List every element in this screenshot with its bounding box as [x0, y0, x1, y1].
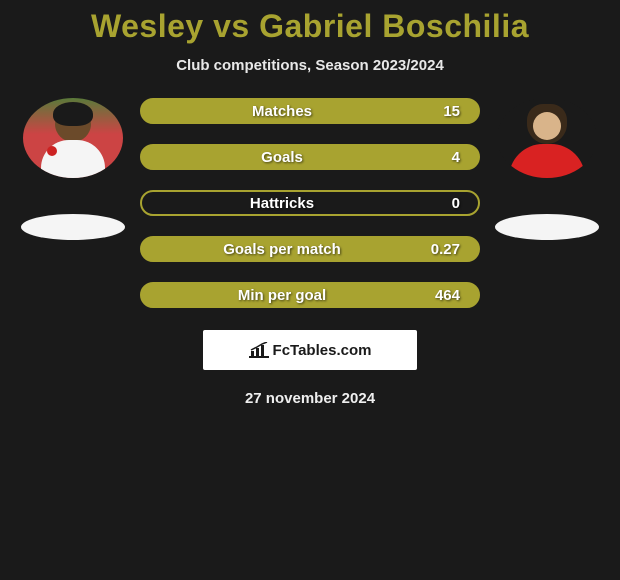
page-title: Wesley vs Gabriel Boschilia: [0, 8, 620, 45]
stat-label: Matches: [142, 103, 422, 120]
subtitle: Club competitions, Season 2023/2024: [0, 57, 620, 74]
player-left-torso: [41, 140, 105, 178]
stat-bar-goals: Goals4: [140, 144, 480, 170]
main-row: Matches15 Goals4 Hattricks0 Goals per match…: [0, 98, 620, 308]
player-left-shadow: [21, 214, 125, 240]
stat-value: 0.27: [422, 241, 460, 258]
comparison-card: Wesley vs Gabriel Boschilia Club competi…: [0, 0, 620, 580]
player-right-avatar: [497, 98, 597, 178]
stat-value: 15: [422, 103, 460, 120]
stat-label: Hattricks: [142, 195, 422, 212]
stat-value: 464: [422, 287, 460, 304]
stat-bar-goals-per-match: Goals per match0.27: [140, 236, 480, 262]
footer-brand-box: FcTables.com: [203, 330, 417, 370]
player-left-avatar: [23, 98, 123, 178]
stat-bar-min-per-goal: Min per goal464: [140, 282, 480, 308]
stats-column: Matches15 Goals4 Hattricks0 Goals per match…: [140, 98, 480, 308]
stat-label: Goals per match: [142, 241, 422, 258]
chart-icon: [249, 342, 269, 358]
footer-brand-text: FcTables.com: [273, 342, 372, 359]
player-right-column: [492, 98, 602, 240]
stat-label: Min per goal: [142, 287, 422, 304]
stat-label: Goals: [142, 149, 422, 166]
player-right-torso: [509, 144, 585, 178]
date-text: 27 november 2024: [0, 390, 620, 407]
stat-value: 4: [422, 149, 460, 166]
stat-bar-hattricks: Hattricks0: [140, 190, 480, 216]
player-right-shadow: [495, 214, 599, 240]
player-left-column: [18, 98, 128, 240]
stat-bar-matches: Matches15: [140, 98, 480, 124]
stat-value: 0: [422, 195, 460, 212]
